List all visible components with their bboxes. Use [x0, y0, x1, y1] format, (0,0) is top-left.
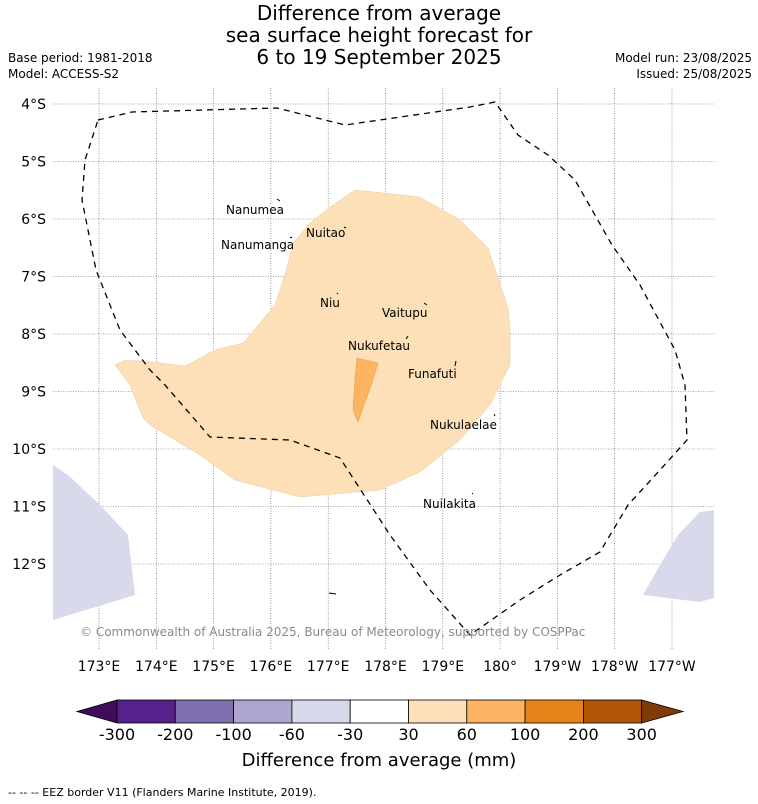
longitude-label: 180°	[483, 659, 517, 675]
place-label: Nuitao	[306, 226, 345, 240]
latitude-label: 6°S	[21, 212, 46, 228]
anomaly-region-60-100	[352, 357, 379, 423]
longitude-label: 178°W	[591, 659, 639, 675]
place-label: Niu	[320, 296, 340, 310]
place-label: Vaitupu	[382, 306, 428, 320]
colorbar-arrow-low	[75, 699, 118, 724]
colorbar-segment	[466, 699, 526, 724]
model-run: Model run: 23/08/2025	[614, 51, 752, 65]
island-south	[328, 592, 337, 595]
colorbar-segment	[174, 699, 235, 724]
colorbar-tick-label: -30	[337, 725, 364, 744]
latitude-labels: 4°S 5°S 6°S 7°S 8°S 9°S 10°S 11°S 12°S	[12, 97, 46, 573]
latitude-label: 7°S	[21, 270, 46, 286]
longitude-label: 179°W	[534, 659, 582, 675]
latitude-label: 11°S	[12, 500, 46, 516]
place-label: Nukulaelae	[430, 418, 497, 432]
base-period: Base period: 1981-2018	[8, 51, 153, 65]
longitude-labels: 173°E 174°E 175°E 176°E 177°E 178°E 179°E 180° 1…	[78, 659, 696, 675]
colorbar-segment	[583, 699, 643, 724]
longitude-label: 174°E	[135, 659, 178, 675]
island-nukufetau	[405, 335, 409, 340]
island-nanumea	[276, 198, 281, 202]
islands	[276, 198, 496, 595]
anomaly-region-30-60	[114, 189, 511, 498]
colorbar-tick-label: 300	[626, 725, 657, 744]
longitude-label: 177°E	[307, 659, 350, 675]
colorbar-tick-label: 30	[398, 725, 419, 744]
colorbar-arrow-high	[641, 699, 685, 724]
island-nanumanga	[289, 236, 293, 239]
colorbar-segment	[291, 699, 351, 724]
colorbar-tick-label: 100	[509, 725, 541, 744]
latitude-label: 5°S	[21, 155, 46, 171]
place-label: Nanumea	[226, 203, 284, 217]
colorbar	[75, 699, 685, 724]
colorbar-segment	[349, 699, 409, 724]
island-niu	[336, 292, 339, 295]
eez-border	[81, 101, 688, 636]
colorbar-tick-label: 60	[456, 725, 477, 744]
colorbar-segment	[408, 699, 468, 724]
island-nukulaelae	[493, 413, 496, 417]
anomaly-patch-east	[643, 510, 714, 602]
colorbar-tick-label: -300	[98, 725, 136, 744]
map-title-line1: Difference from average	[256, 1, 502, 25]
place-label: Nuilakita	[423, 497, 476, 511]
latitude-label: 9°S	[21, 385, 46, 401]
colorbar-segment	[524, 699, 584, 724]
colorbar-tick-label: -200	[157, 725, 194, 744]
longitude-label: 173°E	[78, 659, 121, 675]
latitude-label: 8°S	[21, 327, 46, 343]
island-nuilakita	[471, 492, 474, 495]
place-label: Nanumanga	[221, 238, 294, 252]
latitude-label: 10°S	[12, 442, 46, 458]
eez-footnote: -- -- -- EEZ border V11 (Flanders Marine…	[8, 786, 317, 799]
colorbar-segment	[116, 699, 176, 724]
colorbar-tick-label: 200	[568, 725, 599, 744]
copyright-text: © Commonwealth of Australia 2025, Bureau…	[80, 625, 585, 639]
colorbar-tick-label: -60	[278, 725, 305, 744]
model-name: Model: ACCESS-S2	[8, 67, 120, 81]
colorbar-segment	[233, 699, 293, 724]
island-vaitupu	[423, 302, 428, 306]
anomaly-patch-west	[53, 465, 135, 620]
map-plot-area: Nanumea Nanumanga Nuitao Niu Vaitupu Nuk…	[53, 88, 714, 650]
latitude-label: 12°S	[12, 557, 46, 573]
island-funafuti	[454, 360, 457, 367]
map-title-line3: 6 to 19 September 2025	[256, 45, 502, 69]
island-nuitao	[343, 226, 347, 229]
latitude-label: 4°S	[21, 97, 46, 113]
longitude-label: 178°E	[364, 659, 407, 675]
map-title-line2: sea surface height forecast for	[225, 23, 533, 47]
longitude-label: 177°W	[648, 659, 696, 675]
longitude-label: 176°E	[250, 659, 293, 675]
colorbar-title: Difference from average (mm)	[241, 750, 517, 771]
issued-date: Issued: 25/08/2025	[636, 67, 752, 81]
longitude-label: 179°E	[422, 659, 465, 675]
colorbar-tick-label: -100	[215, 725, 252, 744]
place-label: Nukufetau	[348, 339, 410, 353]
longitude-label: 175°E	[192, 659, 235, 675]
place-label: Funafuti	[408, 367, 457, 381]
